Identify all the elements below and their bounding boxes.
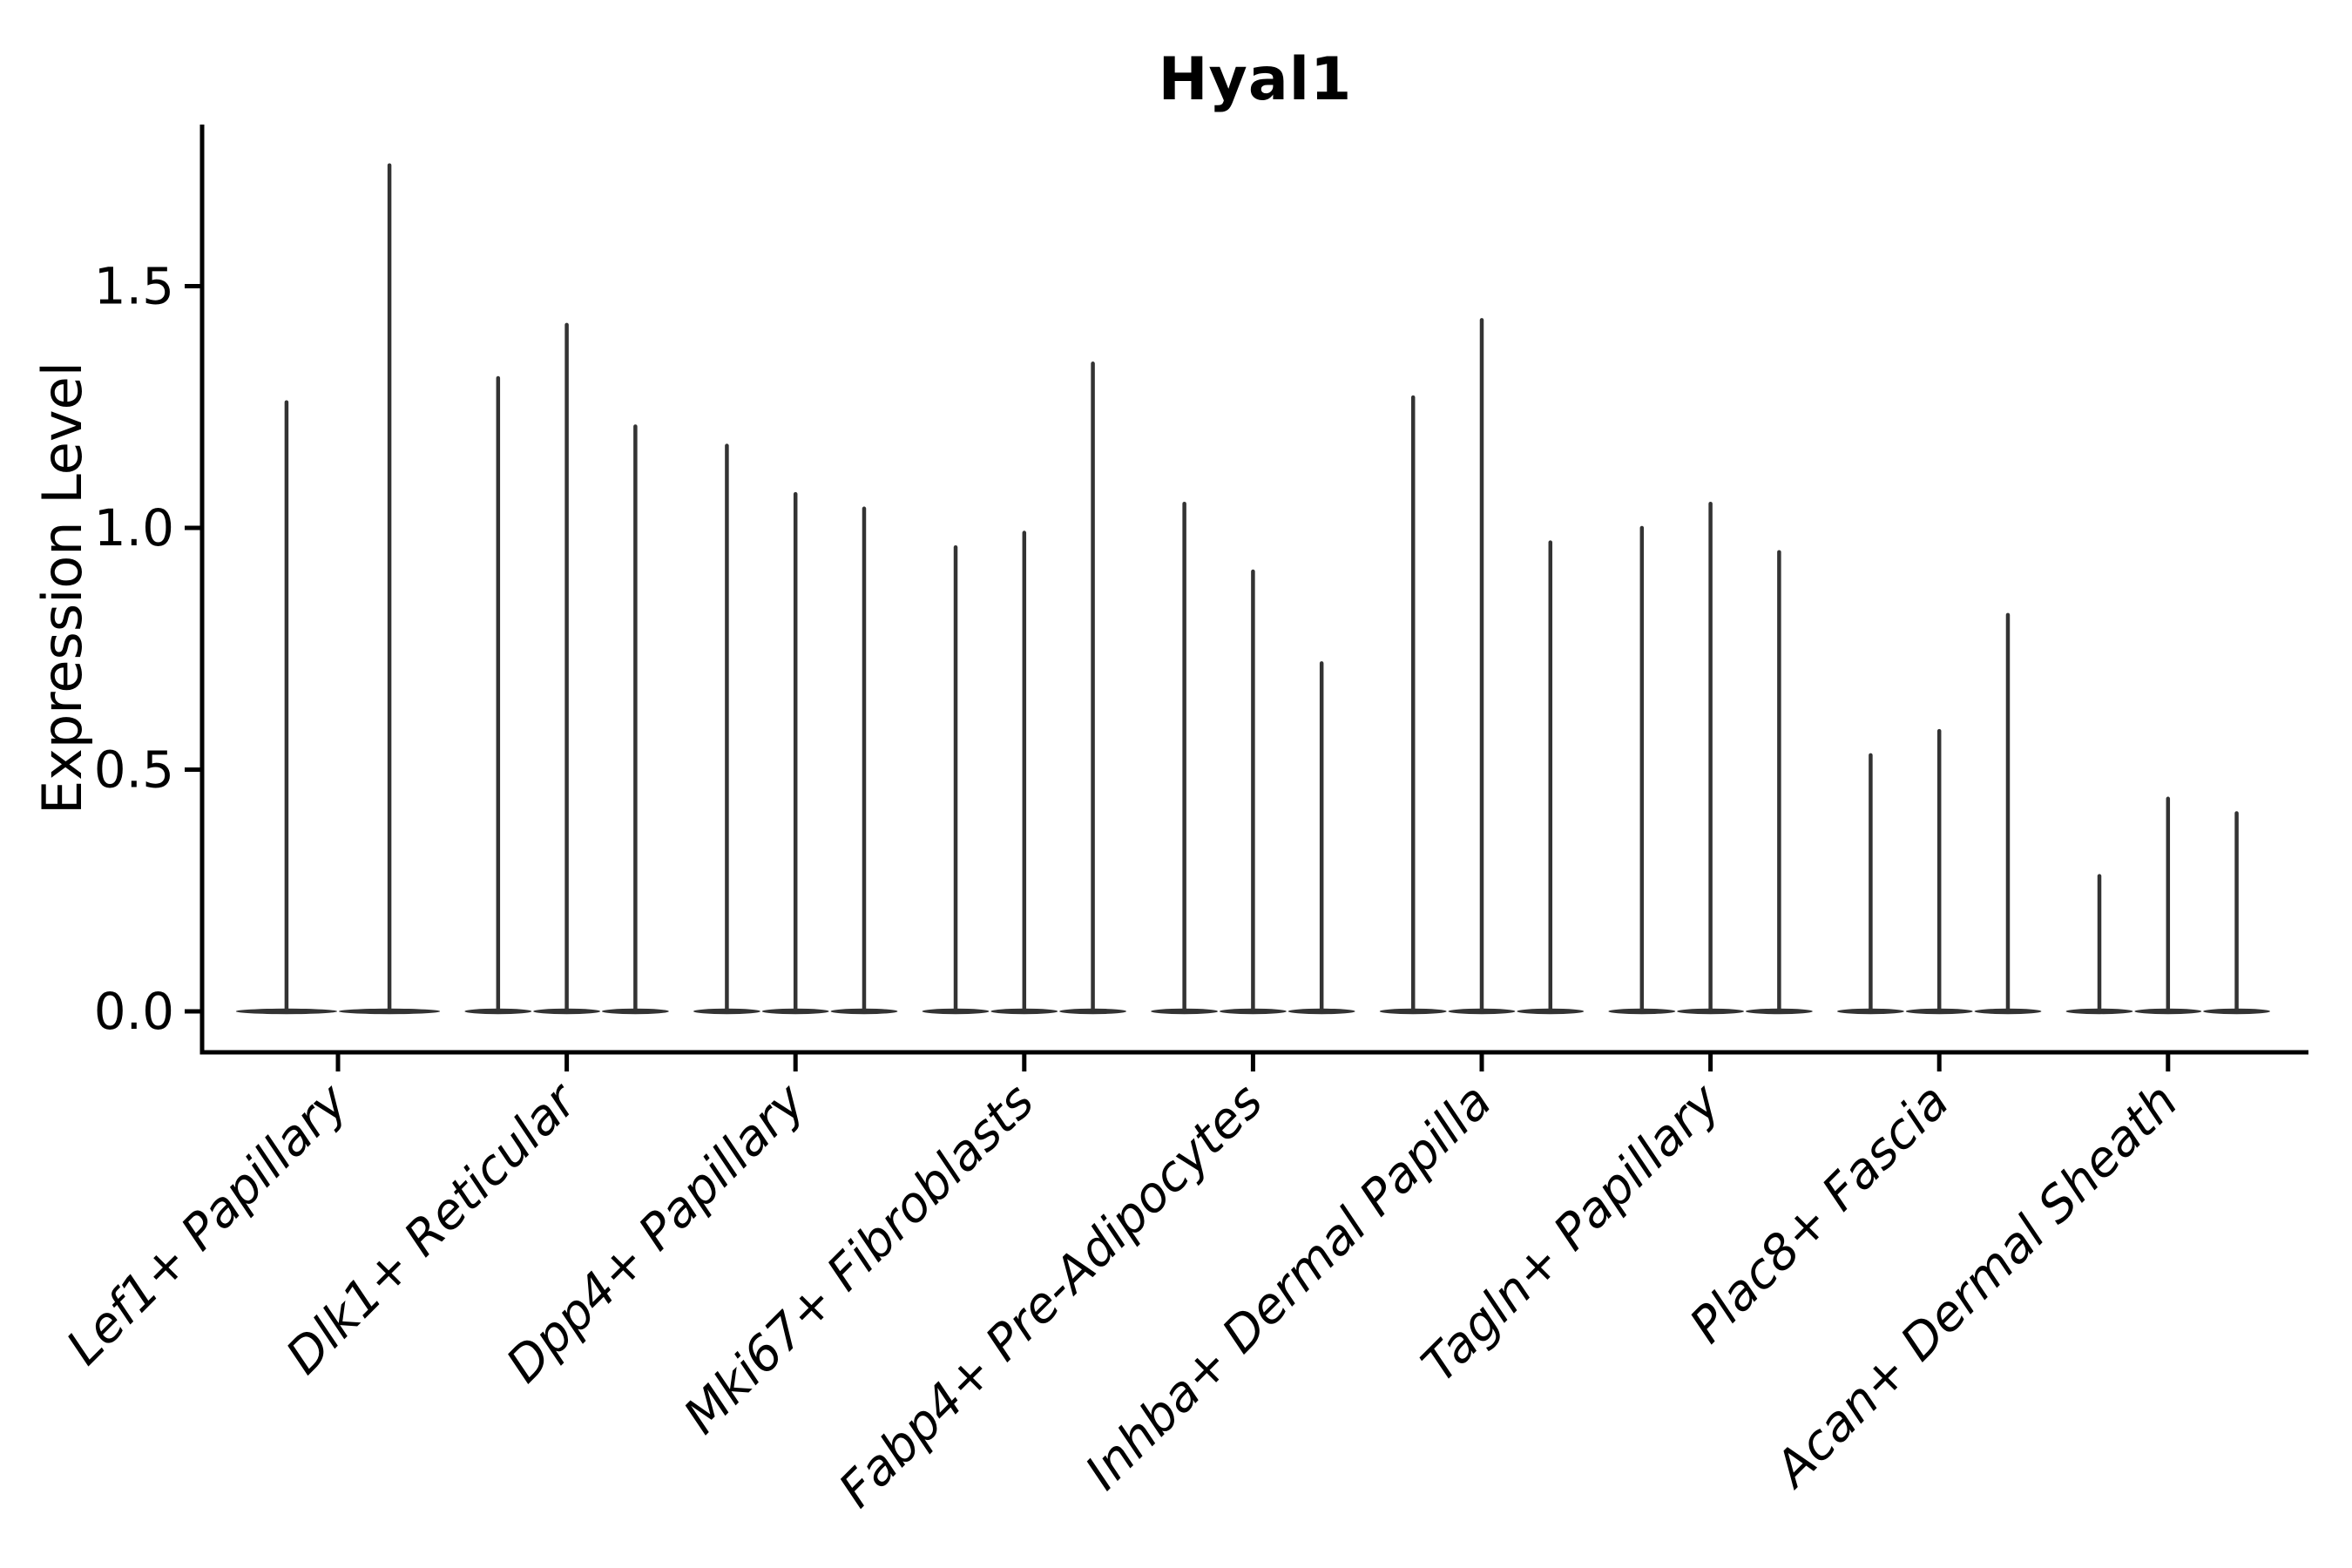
x-tick-label: Fabp4+ Pre-Adipocytes [828, 1073, 1274, 1518]
y-tick-label: 0.0 [94, 982, 174, 1041]
y-tick-label: 1.5 [94, 257, 174, 316]
chart-title: Hyal1 [1158, 45, 1353, 114]
y-tick-label: 0.5 [94, 740, 174, 800]
y-tick-label: 1.0 [94, 498, 174, 558]
x-tick-label: Acan+ Dermal Sheath [1763, 1073, 2189, 1499]
x-tick-label: Inhba+ Dermal Papilla [1075, 1073, 1503, 1501]
